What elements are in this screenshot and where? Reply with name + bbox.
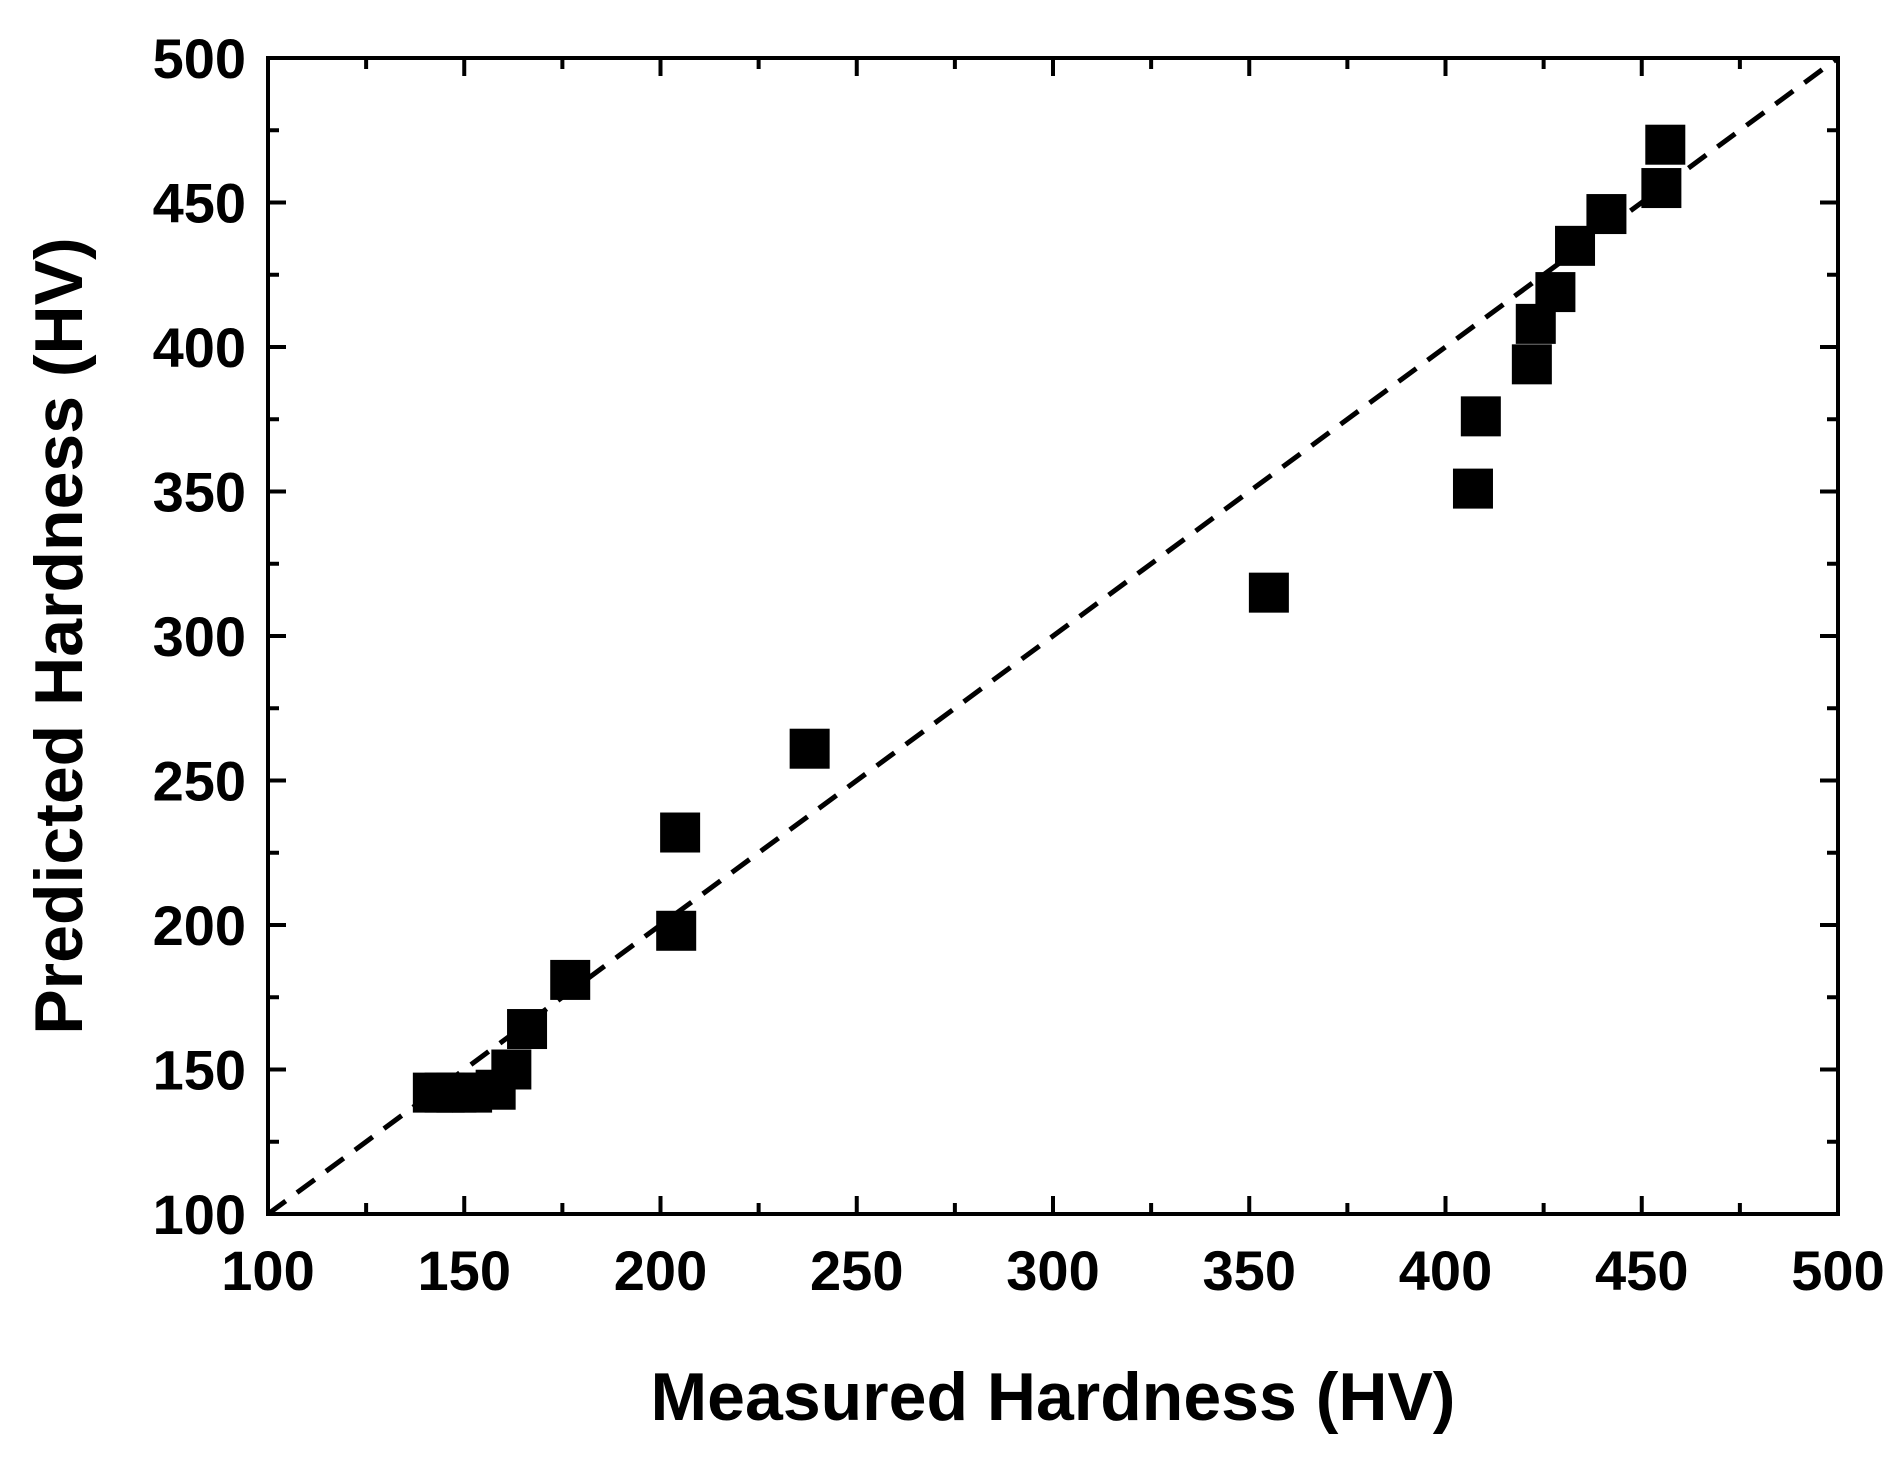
- data-point: [1535, 272, 1576, 313]
- x-tick-label: 350: [1203, 1239, 1296, 1302]
- y-tick-label: 400: [153, 316, 246, 379]
- data-points: [412, 124, 1686, 1113]
- y-tick-label: 150: [153, 1039, 246, 1102]
- y-tick-label: 500: [153, 27, 246, 90]
- x-tick-label: 150: [418, 1239, 511, 1302]
- x-tick-label: 400: [1399, 1239, 1492, 1302]
- x-tick-label: 200: [614, 1239, 707, 1302]
- data-point: [507, 1009, 548, 1050]
- data-point: [1645, 124, 1686, 165]
- y-tick-label: 100: [153, 1183, 246, 1246]
- y-tick-label: 450: [153, 172, 246, 235]
- y-tick-label: 300: [153, 605, 246, 668]
- x-tick-label: 500: [1791, 1239, 1884, 1302]
- x-tick-label: 100: [221, 1239, 314, 1302]
- data-point: [660, 812, 701, 853]
- data-point: [789, 728, 830, 769]
- data-point: [1248, 572, 1289, 613]
- y-tick-label: 200: [153, 894, 246, 957]
- data-point: [1460, 396, 1501, 437]
- plot-area-frame: [266, 56, 1840, 1216]
- x-axis-title: Measured Hardness (HV): [651, 1359, 1456, 1435]
- y-tick-label: 350: [153, 461, 246, 524]
- data-point: [1452, 468, 1493, 509]
- y-axis-title: Predicted Hardness (HV): [21, 237, 97, 1034]
- data-point: [1586, 194, 1627, 235]
- data-point: [1511, 344, 1552, 385]
- x-tick-label: 250: [810, 1239, 903, 1302]
- data-point: [491, 1049, 532, 1090]
- data-point: [550, 959, 591, 1000]
- data-point: [1641, 168, 1682, 209]
- y-tick-label: 250: [153, 750, 246, 813]
- x-tick-label: 300: [1006, 1239, 1099, 1302]
- data-point: [656, 910, 697, 951]
- x-tick-label: 450: [1595, 1239, 1688, 1302]
- tick-labels: 100 150 200 250 300 350 400 450 500 100 150 200 250 3…: [153, 27, 1885, 1302]
